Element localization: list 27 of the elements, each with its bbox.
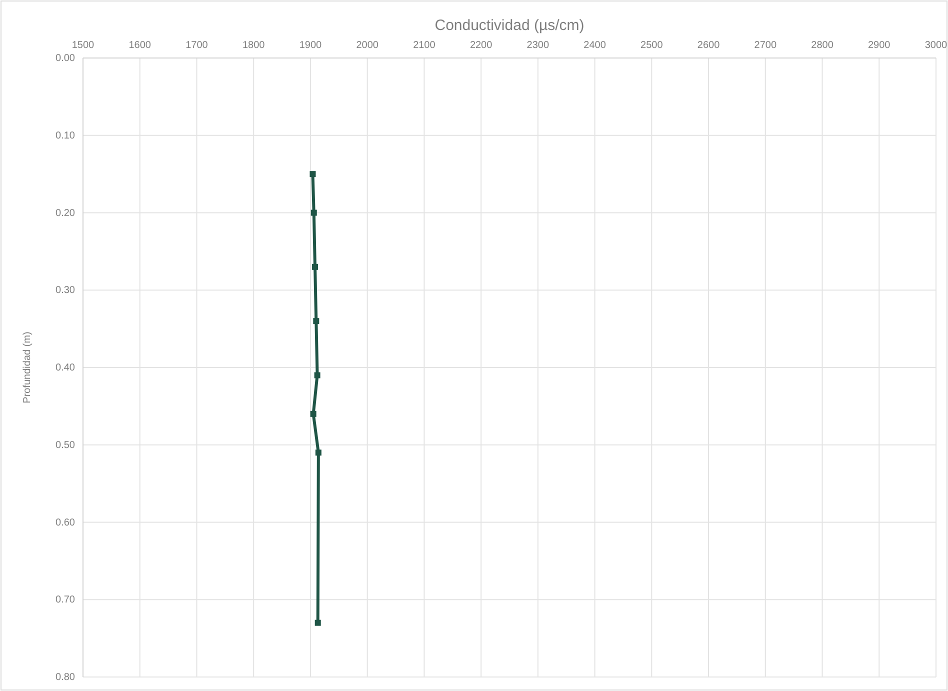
x-tick-label: 2300 — [526, 40, 550, 51]
x-axis-title: Conductividad (µs/cm) — [434, 17, 584, 34]
y-tick-label: 0.00 — [56, 53, 76, 64]
x-tick-label: 1900 — [299, 40, 322, 51]
y-tick-label: 0.50 — [56, 440, 76, 451]
y-tick-label: 0.70 — [56, 594, 76, 606]
y-tick-label: 0.30 — [56, 285, 76, 296]
x-tick-label: 3000 — [924, 40, 948, 51]
y-tick-label: 0.40 — [56, 362, 76, 374]
x-tick-label: 2200 — [470, 40, 493, 51]
x-tick-label: 2500 — [640, 40, 664, 51]
x-tick-label: 1800 — [242, 40, 266, 51]
y-tick-label: 0.20 — [56, 208, 76, 219]
y-tick-label: 0.60 — [56, 517, 76, 528]
y-tick-label: 0.80 — [56, 672, 76, 683]
x-tick-label: 2100 — [413, 40, 436, 51]
x-tick-label: 1700 — [186, 40, 208, 51]
x-tick-label: 1600 — [128, 40, 152, 51]
y-axis-title: Profundidad (m) — [22, 332, 33, 404]
x-tick-label: 2700 — [754, 40, 777, 51]
x-tick-label: 2900 — [868, 40, 891, 51]
y-tick-label: 0.10 — [56, 130, 76, 142]
x-tick-label: 2400 — [584, 40, 606, 51]
x-tick-label: 2000 — [356, 40, 379, 51]
x-tick-label: 2800 — [811, 40, 834, 51]
x-tick-label: 1500 — [72, 40, 95, 51]
x-tick-label: 2600 — [697, 40, 720, 51]
